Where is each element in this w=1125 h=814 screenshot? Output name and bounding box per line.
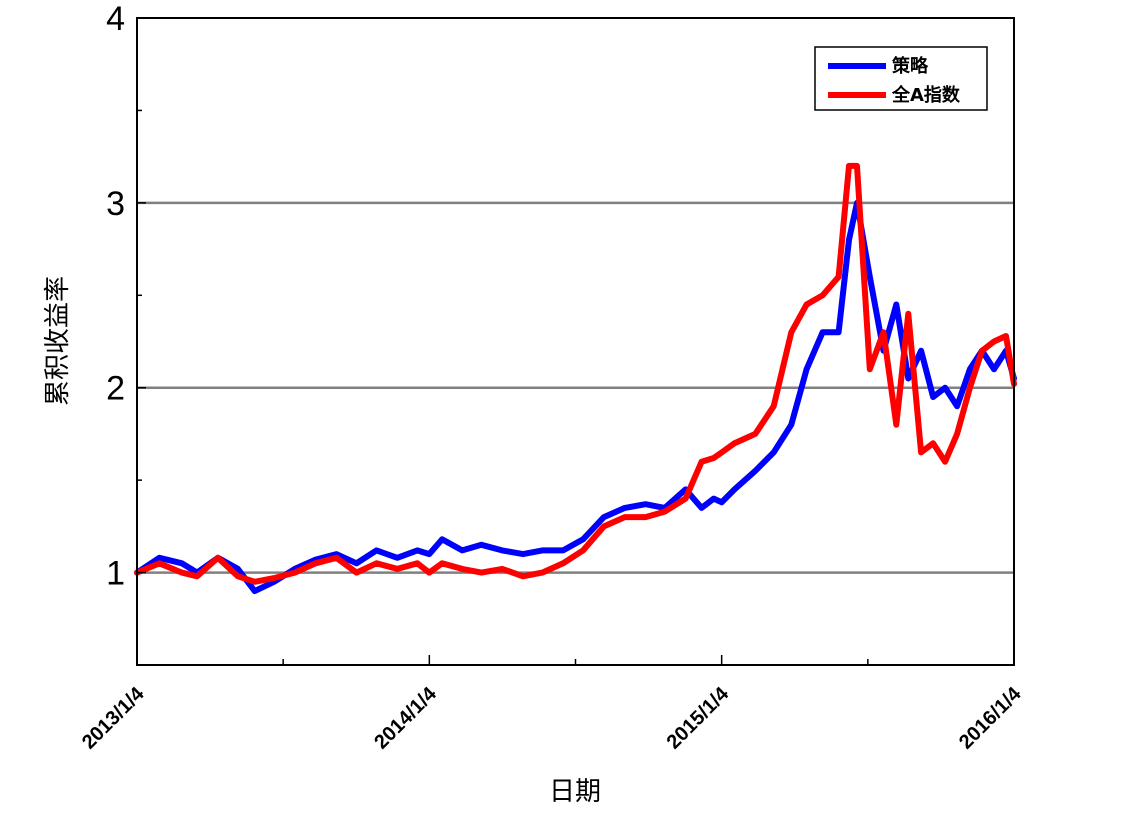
x-tick-label: 2014/1/4 xyxy=(370,682,441,753)
legend: 策略 全A指数 xyxy=(814,46,988,111)
y-tick-label: 2 xyxy=(106,370,125,408)
x-axis-label: 日期 xyxy=(549,777,601,807)
x-axis-tick-labels: 2013/1/4 2014/1/4 2015/1/4 2016/1/4 xyxy=(78,682,1026,753)
series-lines xyxy=(134,162,1017,595)
x-tick-label: 2015/1/4 xyxy=(663,682,734,753)
legend-box xyxy=(814,46,988,111)
axis-ticks xyxy=(136,17,1015,666)
y-axis-label: 累积收益率 xyxy=(43,276,73,406)
y-tick-label: 1 xyxy=(106,555,125,593)
legend-label-strategy: 策略 xyxy=(892,55,929,77)
y-axis-tick-labels: 1 2 3 4 xyxy=(106,0,125,593)
series-line-strategy xyxy=(134,199,1017,595)
y-tick-label: 4 xyxy=(106,0,125,38)
series-line-all-a-index xyxy=(134,162,1017,585)
grid-lines xyxy=(137,201,1014,574)
x-tick-label: 2013/1/4 xyxy=(78,682,149,753)
y-tick-label: 3 xyxy=(106,185,125,223)
legend-label-all-a-index: 全A指数 xyxy=(891,84,961,106)
x-tick-label: 2016/1/4 xyxy=(955,682,1026,753)
